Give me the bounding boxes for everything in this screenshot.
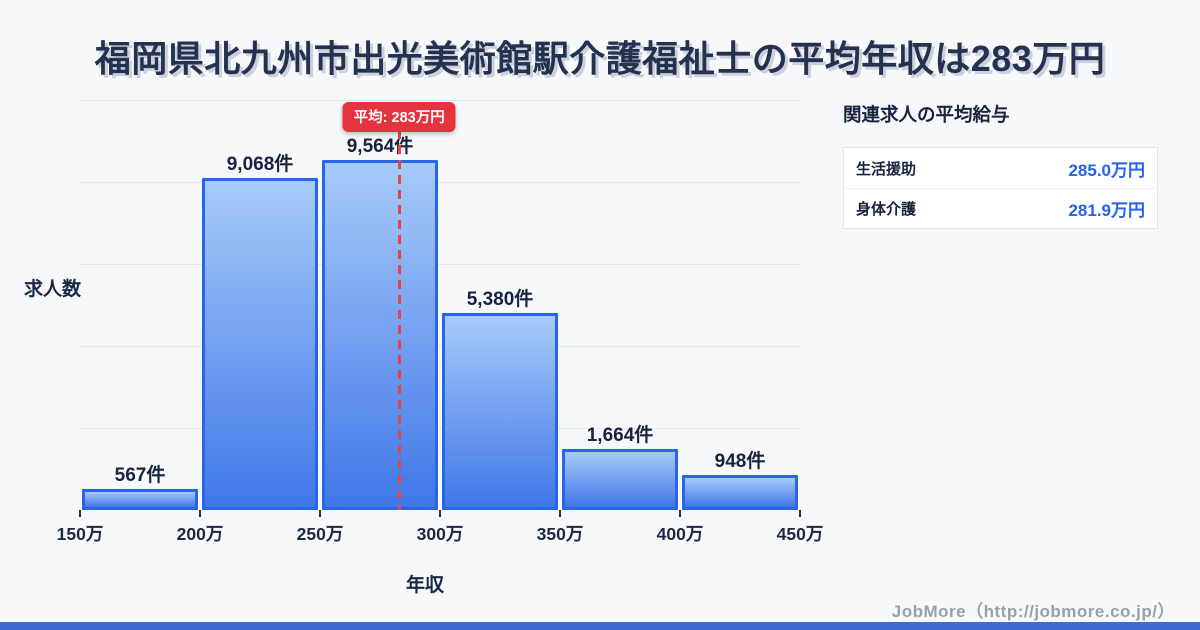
x-tick-label: 350万: [536, 524, 584, 544]
average-badge: 平均: 283万円: [342, 102, 456, 132]
bar-value-label: 567件: [114, 465, 166, 486]
average-line: [397, 130, 401, 510]
histogram-bar: [562, 449, 678, 510]
x-tick-label: 200万: [176, 524, 224, 544]
related-jobs-table: 生活援助 285.0万円身体介護 281.9万円: [843, 147, 1158, 229]
related-job-row: 生活援助 285.0万円: [844, 148, 1157, 188]
salary-histogram-plot: 567件 9,068件 9,564件 5,380件 1,664件 948件 150万 200万…: [57, 100, 823, 544]
y-axis-label: 求人数: [24, 279, 82, 300]
histogram-bar: [202, 178, 318, 510]
x-axis-tick: [79, 510, 81, 517]
related-job-value: 285.0万円: [1068, 160, 1145, 180]
gridline: [80, 428, 800, 429]
histogram-bar: [322, 160, 438, 510]
gridline: [80, 182, 800, 183]
page-title: 福岡県北九州市出光美術館駅介護福祉士の平均年収は283万円: [94, 38, 1106, 79]
gridline: [80, 346, 800, 347]
x-axis-tick: [679, 510, 681, 517]
related-job-label: 身体介護: [856, 201, 917, 218]
histogram-bar: [442, 313, 558, 510]
x-axis-tick: [439, 510, 441, 517]
x-axis-tick: [199, 510, 201, 517]
related-job-label: 生活援助: [856, 160, 917, 178]
gridline: [80, 100, 800, 101]
x-axis-tick: [799, 510, 801, 517]
histogram-bar: [682, 475, 798, 510]
bar-value-label: 9,068件: [226, 154, 294, 175]
bar-value-label: 9,564件: [346, 136, 414, 157]
brand-bottom-bar: [0, 622, 1200, 630]
related-job-row: 身体介護 281.9万円: [844, 188, 1157, 228]
x-axis-tick: [559, 510, 561, 517]
x-tick-label: 400万: [656, 524, 704, 544]
footer-credit: JobMore（http://jobmore.co.jp/）: [891, 602, 1175, 621]
x-axis-label: 年収: [405, 575, 445, 596]
x-tick-label: 250万: [296, 524, 344, 544]
bar-value-label: 948件: [714, 451, 766, 472]
bar-value-label: 1,664件: [586, 425, 654, 446]
bar-value-label: 5,380件: [466, 289, 534, 310]
related-jobs-heading: 関連求人の平均給与: [843, 104, 1010, 125]
x-tick-label: 300万: [416, 524, 464, 544]
x-tick-label: 150万: [56, 524, 104, 544]
gridline: [80, 264, 800, 265]
histogram-bar: [82, 489, 198, 510]
x-tick-label: 450万: [776, 524, 824, 544]
related-job-value: 281.9万円: [1068, 201, 1145, 220]
x-axis-tick: [319, 510, 321, 517]
